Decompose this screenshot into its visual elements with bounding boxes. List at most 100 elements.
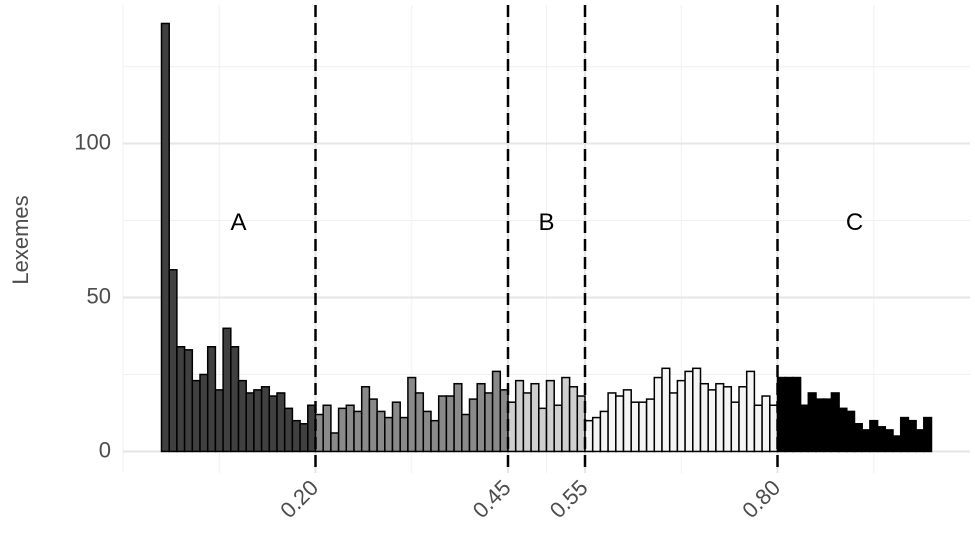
bar: [253, 389, 263, 453]
bar: [846, 410, 856, 453]
annotation: C: [846, 209, 863, 236]
bar: [692, 367, 702, 453]
bar: [191, 379, 201, 453]
bar: [345, 404, 355, 453]
bar: [484, 392, 494, 453]
bar: [368, 398, 378, 453]
bar: [653, 376, 663, 453]
bar: [707, 389, 717, 453]
bar: [468, 398, 478, 453]
bar: [445, 395, 455, 453]
bar: [384, 416, 394, 453]
bar: [876, 426, 887, 453]
bar: [283, 407, 294, 453]
bar: [353, 410, 363, 453]
bar: [206, 346, 217, 453]
bar: [568, 386, 579, 453]
bar: [299, 422, 309, 453]
bar: [414, 392, 425, 453]
bar: [645, 398, 656, 453]
bar: [884, 429, 894, 453]
bar: [923, 416, 933, 453]
y-tick-label: 50: [87, 283, 111, 308]
bar: [407, 376, 417, 453]
bar: [668, 392, 679, 453]
bar: [822, 398, 833, 453]
bar: [183, 349, 194, 453]
x-tick-label: 0.80: [737, 475, 785, 523]
bar: [291, 419, 301, 453]
bar: [461, 413, 471, 453]
bar: [199, 373, 209, 453]
x-tick-label: 0.45: [468, 475, 516, 523]
bar: [437, 395, 448, 453]
bar: [861, 429, 871, 453]
bar: [799, 404, 810, 453]
bar: [676, 379, 686, 453]
bar: [237, 379, 247, 453]
bar: [553, 404, 563, 453]
y-tick-label: 100: [74, 129, 111, 154]
bar: [522, 392, 532, 453]
bar: [830, 392, 840, 453]
bar: [268, 395, 278, 453]
bar: [599, 410, 609, 453]
bar: [322, 404, 332, 453]
bar: [399, 416, 409, 453]
bar: [899, 416, 910, 453]
bar: [476, 382, 486, 453]
bar: [892, 435, 902, 453]
bar: [638, 401, 648, 453]
annotation: A: [230, 209, 246, 236]
bar: [276, 392, 286, 453]
bar: [722, 386, 733, 453]
bar: [160, 22, 170, 453]
bar: [337, 407, 348, 453]
x-tick-label: 0.20: [275, 475, 323, 523]
bar: [615, 395, 625, 453]
bar: [622, 389, 632, 453]
bar: [761, 395, 771, 453]
annotation: B: [538, 209, 554, 236]
bar: [907, 419, 917, 453]
bar: [230, 346, 240, 453]
bar: [715, 382, 725, 453]
bar: [376, 410, 386, 453]
bar: [745, 370, 756, 453]
bar: [684, 370, 694, 453]
bar: [453, 382, 463, 453]
x-tick-label: 0.55: [545, 475, 593, 523]
bar: [738, 386, 748, 453]
bar: [245, 392, 255, 453]
bar: [561, 376, 571, 453]
bar: [815, 398, 825, 453]
bar: [168, 269, 178, 453]
bar: [591, 416, 602, 453]
y-axis-title: Lexemes: [8, 195, 33, 284]
bar: [853, 422, 863, 453]
bar: [538, 407, 548, 453]
bar: [869, 419, 879, 453]
bar: [391, 401, 401, 453]
bar: [491, 370, 502, 453]
bar: [176, 346, 186, 453]
bar: [753, 404, 763, 453]
bar: [630, 401, 640, 453]
bar: [260, 386, 271, 453]
bar: [545, 379, 555, 453]
bar: [915, 429, 925, 453]
bar: [699, 382, 709, 453]
bar: [838, 407, 848, 453]
y-tick-label: 0: [99, 437, 111, 462]
bar: [422, 410, 432, 453]
bar: [360, 386, 371, 453]
bar: [330, 432, 340, 453]
bar: [807, 392, 817, 453]
bar: [514, 379, 525, 453]
bar: [222, 327, 232, 453]
bar: [214, 389, 224, 453]
bar: [792, 376, 802, 453]
bar: [784, 376, 794, 453]
bar: [530, 382, 540, 453]
